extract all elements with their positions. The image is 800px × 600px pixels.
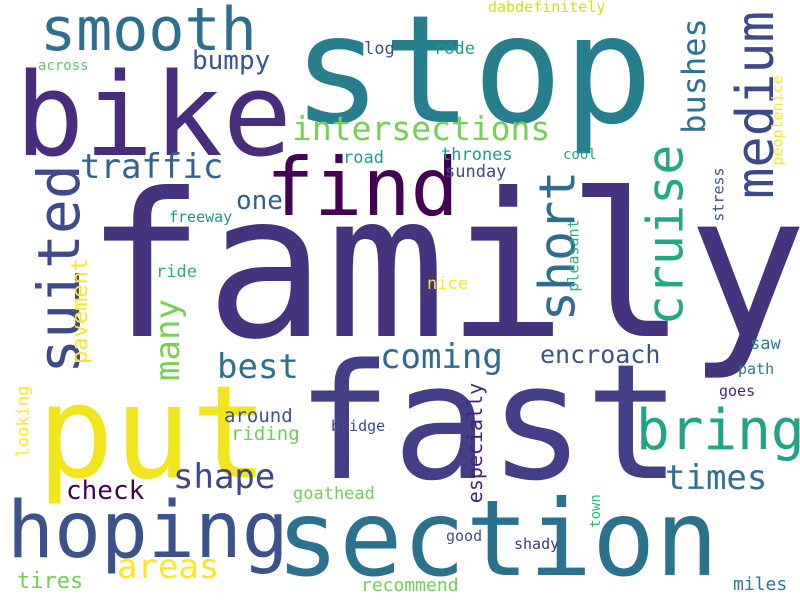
word-bumpy: bumpy [192, 46, 271, 76]
word-saw: saw [750, 334, 781, 354]
word-bushes: bushes [674, 18, 713, 134]
word-encroach: encroach [540, 340, 661, 369]
word-riding: riding [231, 423, 300, 445]
word-family: family [85, 151, 800, 384]
word-find: find [266, 141, 459, 234]
word-pleasant: pleasant [564, 219, 583, 292]
word-rode: rode [434, 39, 475, 59]
word-pavement: pavement [67, 258, 93, 364]
word-path: path [738, 360, 775, 378]
word-peoplenice: peoplenice [768, 75, 787, 166]
word-intersections: intersections [292, 109, 551, 148]
word-bring: bring [636, 398, 800, 463]
word-town: town [587, 494, 604, 528]
word-bike: bike [15, 49, 292, 183]
word-especially: especially [463, 382, 488, 504]
word-sunday: sunday [445, 162, 507, 182]
word-coming: coming [380, 337, 503, 377]
word-many: many [147, 299, 188, 381]
word-goathead: goathead [293, 484, 375, 504]
word-goes: goes [719, 382, 756, 400]
word-best: best [217, 347, 299, 387]
word-traffic: traffic [80, 147, 224, 187]
word-check: check [66, 476, 145, 506]
word-put: put [37, 359, 269, 508]
word-section: section [276, 478, 719, 600]
word-ride: ride [156, 262, 197, 282]
word-stop: stop [292, 0, 654, 158]
word-thrones: thrones [441, 145, 513, 165]
word-across: across [38, 58, 89, 74]
word-log: log [364, 39, 395, 59]
word-looking: looking [13, 385, 34, 458]
word-good: good [446, 527, 483, 545]
word-shape: shape [173, 457, 276, 497]
word-bridge: bridge [331, 417, 386, 435]
word-hoping: hoping [7, 486, 289, 576]
word-road: road [343, 148, 384, 168]
word-fast: fast [296, 329, 682, 516]
word-nice: nice [427, 274, 468, 294]
word-around: around [224, 405, 293, 427]
word-cruise: cruise [636, 144, 695, 326]
word-smooth: smooth [40, 0, 257, 65]
word-miles: miles [733, 574, 788, 595]
word-stress: stress [709, 167, 728, 222]
word-areas: areas [117, 547, 220, 587]
word-one: one [236, 186, 283, 216]
word-freeway: freeway [169, 208, 233, 226]
word-recommend: recommend [361, 575, 459, 596]
word-times: times [665, 458, 768, 498]
word-dabdefinitely: dabdefinitely [488, 0, 606, 16]
word-shady: shady [514, 535, 560, 553]
word-tires: tires [17, 569, 84, 594]
word-cool: cool [563, 147, 597, 163]
